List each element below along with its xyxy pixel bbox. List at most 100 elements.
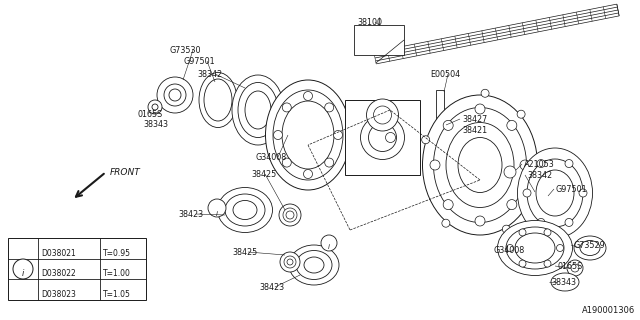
Ellipse shape (580, 241, 600, 255)
Circle shape (360, 116, 404, 159)
Bar (345, 100, 420, 175)
Circle shape (557, 244, 563, 252)
Ellipse shape (282, 101, 334, 169)
Ellipse shape (536, 170, 574, 216)
Circle shape (531, 182, 540, 190)
Ellipse shape (304, 257, 324, 273)
Text: A21053: A21053 (524, 160, 555, 169)
Circle shape (157, 77, 193, 113)
Ellipse shape (266, 80, 351, 190)
Text: 38343: 38343 (551, 278, 576, 287)
Circle shape (279, 204, 301, 226)
Ellipse shape (515, 233, 555, 263)
Text: i: i (216, 211, 218, 217)
Circle shape (13, 259, 33, 279)
Ellipse shape (238, 83, 278, 138)
Circle shape (286, 211, 294, 219)
Circle shape (507, 120, 517, 131)
Circle shape (367, 99, 399, 131)
Circle shape (430, 160, 440, 170)
Text: G97501: G97501 (556, 185, 588, 194)
Circle shape (208, 199, 226, 217)
Text: 38425: 38425 (251, 170, 276, 179)
Text: 38100: 38100 (357, 18, 382, 27)
Text: 38423: 38423 (259, 283, 284, 292)
Circle shape (565, 160, 573, 168)
Circle shape (544, 229, 551, 236)
Text: G73530: G73530 (170, 46, 202, 55)
Ellipse shape (273, 90, 343, 180)
Circle shape (169, 89, 181, 101)
Text: 38423: 38423 (178, 210, 203, 219)
Ellipse shape (245, 91, 271, 129)
Text: G34008: G34008 (494, 246, 525, 255)
Circle shape (519, 229, 526, 236)
Circle shape (324, 158, 333, 167)
Circle shape (333, 131, 342, 140)
Circle shape (282, 158, 291, 167)
Text: G97501: G97501 (183, 57, 214, 66)
Text: 38343: 38343 (143, 120, 168, 129)
Circle shape (517, 110, 525, 118)
Text: i: i (328, 244, 330, 250)
Circle shape (475, 216, 485, 226)
Bar (354, 25, 404, 55)
Ellipse shape (551, 273, 579, 291)
Circle shape (287, 259, 293, 265)
Circle shape (164, 84, 186, 106)
Circle shape (481, 89, 489, 97)
Circle shape (321, 235, 337, 251)
Ellipse shape (199, 73, 237, 127)
Ellipse shape (518, 148, 593, 238)
Ellipse shape (204, 79, 232, 121)
Circle shape (579, 189, 587, 197)
Text: 38427: 38427 (462, 115, 487, 124)
Text: E00504: E00504 (430, 70, 460, 79)
Text: 38342: 38342 (197, 70, 222, 79)
Text: 0165S: 0165S (557, 262, 582, 271)
Circle shape (283, 208, 297, 222)
Circle shape (303, 92, 312, 100)
Text: 38425: 38425 (232, 248, 257, 257)
Circle shape (567, 260, 583, 276)
Circle shape (544, 260, 551, 267)
Bar (437, 145, 443, 153)
Text: D038023: D038023 (41, 290, 76, 299)
Ellipse shape (458, 138, 502, 193)
Ellipse shape (296, 251, 332, 279)
Circle shape (422, 136, 429, 144)
Ellipse shape (225, 194, 265, 226)
Text: FRONT: FRONT (110, 168, 141, 177)
Circle shape (284, 256, 296, 268)
Bar (8, 238, 146, 300)
Circle shape (369, 124, 397, 151)
Circle shape (324, 103, 333, 112)
Text: 38342: 38342 (527, 171, 552, 180)
Text: T=0.95: T=0.95 (103, 249, 131, 258)
Circle shape (475, 104, 485, 114)
Text: D038022: D038022 (41, 269, 76, 278)
Circle shape (152, 104, 158, 110)
Text: G73529: G73529 (573, 241, 605, 250)
Text: 0165S: 0165S (138, 110, 163, 119)
Circle shape (537, 219, 545, 227)
Ellipse shape (433, 108, 527, 222)
Text: D038021: D038021 (41, 249, 76, 258)
Ellipse shape (233, 201, 257, 220)
Text: T=1.00: T=1.00 (103, 269, 131, 278)
Circle shape (273, 131, 282, 140)
Circle shape (374, 106, 392, 124)
Circle shape (442, 219, 450, 227)
Circle shape (148, 100, 162, 114)
Circle shape (443, 120, 453, 131)
Circle shape (443, 200, 453, 210)
Circle shape (504, 166, 516, 178)
Circle shape (303, 170, 312, 179)
Ellipse shape (527, 159, 583, 227)
Text: i: i (22, 268, 24, 277)
Ellipse shape (422, 95, 538, 235)
Ellipse shape (218, 188, 273, 233)
Text: A190001306: A190001306 (582, 306, 635, 315)
Circle shape (571, 264, 579, 272)
Ellipse shape (497, 220, 573, 276)
